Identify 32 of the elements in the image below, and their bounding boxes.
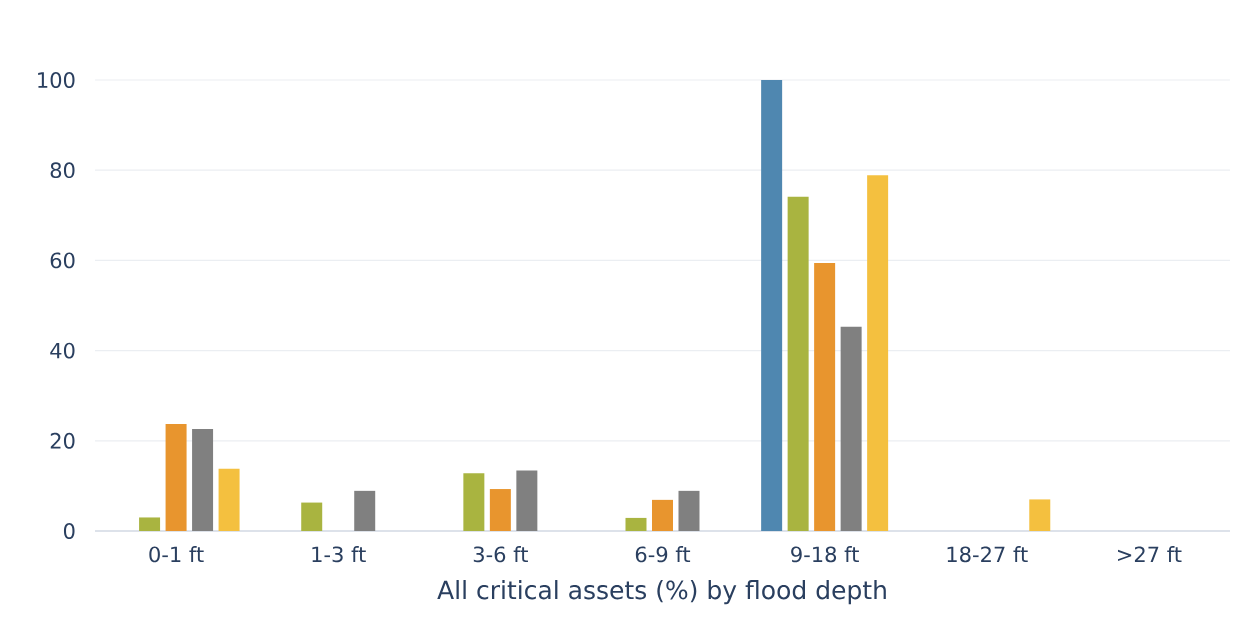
bar bbox=[218, 468, 240, 531]
y-tick-label: 60 bbox=[50, 252, 75, 269]
bar bbox=[354, 490, 376, 531]
bar bbox=[139, 517, 161, 531]
bar bbox=[301, 502, 323, 531]
bar bbox=[625, 517, 647, 531]
bar bbox=[1029, 499, 1051, 531]
bar bbox=[814, 263, 836, 531]
bar bbox=[867, 175, 889, 531]
y-tick-label: 80 bbox=[50, 162, 75, 179]
bar bbox=[489, 489, 511, 531]
y-tick-label: 20 bbox=[50, 432, 75, 449]
x-axis-title: All critical assets (%) by flood depth bbox=[437, 580, 886, 605]
bar bbox=[787, 196, 809, 531]
x-tick-label: >27 ft bbox=[1118, 546, 1182, 563]
y-tick-label: 100 bbox=[38, 72, 75, 88]
bar bbox=[165, 424, 187, 531]
bar bbox=[463, 473, 485, 531]
y-tick-label: 40 bbox=[50, 342, 75, 359]
x-tick-label: 9-18 ft bbox=[791, 546, 859, 563]
x-tick-label: 6-9 ft bbox=[635, 546, 691, 563]
x-tick-label: 0-1 ft bbox=[149, 546, 204, 563]
bar bbox=[516, 470, 538, 531]
y-tick-label: 0 bbox=[63, 523, 75, 539]
x-tick-label: 1-3 ft bbox=[312, 546, 366, 563]
bar bbox=[840, 326, 862, 531]
bar bbox=[652, 499, 673, 531]
x-tick-label: 3-6 ft bbox=[473, 546, 528, 563]
bar bbox=[761, 79, 783, 531]
x-tick-label: 18-27 ft bbox=[947, 546, 1028, 563]
bar bbox=[678, 490, 700, 531]
bar bbox=[192, 429, 214, 531]
